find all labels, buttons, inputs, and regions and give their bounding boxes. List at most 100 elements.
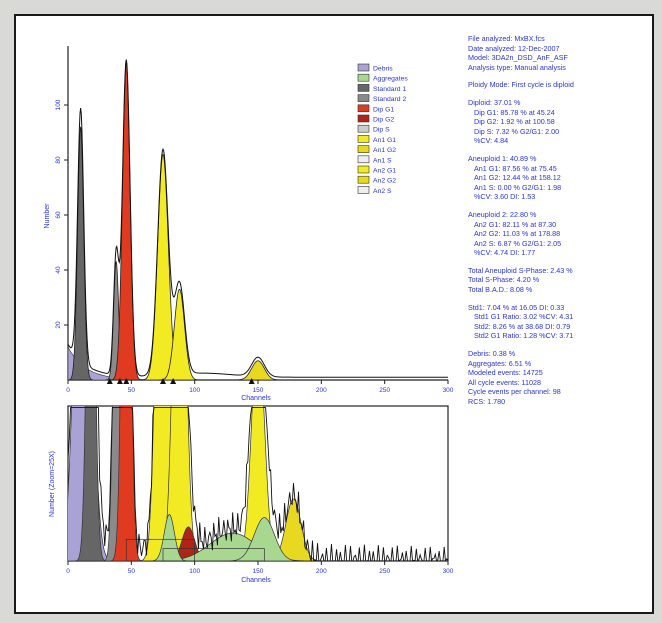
histogram-panel: 20 40 60 80 100 0 50 100 150 200 250 300 Number Ch… <box>44 46 454 584</box>
legend-label: An2 G1 <box>373 168 396 175</box>
zoom-peak-area <box>110 406 142 561</box>
x-tick-label: 250 <box>379 568 390 575</box>
stats-header: File analyzed: MxBX.fcs Date analyzed: 12… <box>468 34 653 72</box>
top-x-axis-label: Channels <box>241 395 271 402</box>
y-tick-label: 60 <box>55 211 62 219</box>
x-tick-label: 50 <box>128 387 136 394</box>
legend-label: Debris <box>373 66 393 73</box>
x-tick-label: 150 <box>253 387 264 394</box>
analysis-stats: File analyzed: MxBX.fcs Date analyzed: 12… <box>468 34 653 415</box>
stats-line: RCS: 1.780 <box>468 397 506 406</box>
stats-diploid: Diploid: 37.01 % Dip G1: 85.78 % at 45.24… <box>468 98 653 146</box>
stats-line: Std2: 8.26 % at 38.68 DI: 0.79 <box>474 321 571 331</box>
y-tick-label: 100 <box>55 99 62 110</box>
bottom-x-axis-label: Channels <box>241 577 271 584</box>
x-tick-label: 0 <box>66 387 70 394</box>
raw-data-curve <box>68 407 448 561</box>
legend-swatch <box>357 145 370 153</box>
stats-line: Aneuploid 1: 40.89 % <box>468 153 537 163</box>
x-tick-label: 50 <box>128 568 136 575</box>
legend-swatch <box>357 135 370 143</box>
legend-label: Standard 2 <box>373 96 406 103</box>
legend-swatch <box>357 73 370 82</box>
stats-line: Modeled events: 14725 <box>468 368 543 378</box>
legend-swatch <box>357 186 370 194</box>
peak-marker <box>160 378 166 384</box>
stats-line: An2 S: 6.87 % G2/G1: 2.05 <box>474 238 562 248</box>
stats-summary: Debris: 0.38 % Aggregates: 6.51 % Modeled … <box>468 349 653 407</box>
legend-label: Dip G2 <box>373 117 394 124</box>
peak-area <box>68 126 93 380</box>
peak-area <box>158 288 201 380</box>
peak-area <box>232 360 284 380</box>
x-tick-label: 150 <box>253 568 264 575</box>
peak-marker <box>116 378 123 384</box>
x-tick-label: 0 <box>66 568 70 575</box>
zoom-peak-area <box>75 406 107 561</box>
peak-marker <box>248 378 255 384</box>
legend-label: An1 G2 <box>373 147 396 154</box>
stats-line: Total B.A.D.: 8.08 % <box>468 285 533 295</box>
stats-line: An1 G2: 12.44 % at 158.12 <box>474 173 561 183</box>
stats-line: Dip G1: 85.78 % at 45.24 <box>474 107 555 117</box>
stats-aneuploid-2: Aneuploid 2: 22.80 % An2 G1: 82.11 % at 8… <box>468 210 653 258</box>
x-tick-label: 100 <box>189 568 200 575</box>
x-tick-label: 100 <box>189 387 200 394</box>
stats-line: Debris: 0.38 % <box>468 349 516 359</box>
legend-label: An1 G1 <box>373 137 396 144</box>
stats-aneuploid-1: Aneuploid 1: 40.89 % An1 G1: 87.56 % at 7… <box>468 154 653 202</box>
x-tick-label: 200 <box>316 387 327 394</box>
report-frame: 20 40 60 80 100 0 50 100 150 200 250 300 Number Ch… <box>14 14 654 614</box>
legend-swatch <box>357 175 370 184</box>
stats-line: %CV: 4.84 <box>474 136 509 146</box>
top-y-axis-label: Number <box>44 203 51 229</box>
top-plot: 20 40 60 80 100 0 50 100 150 200 250 300 Number Ch… <box>44 46 454 402</box>
legend-label: Standard 1 <box>373 86 406 93</box>
stats-line: Dip G2: 1.92 % at 100.58 <box>474 117 555 127</box>
peak-marker <box>170 378 177 384</box>
stats-line: An2 G1: 82.11 % at 87.30 <box>474 219 557 229</box>
legend: Debris Aggregates Standard 1 Standard 2 Dip … <box>357 63 408 195</box>
legend-swatch <box>357 94 370 102</box>
x-tick-label: 200 <box>316 568 327 575</box>
stats-s-phase: Total Aneuploid S-Phase: 2.43 % Total S-P… <box>468 266 653 295</box>
bottom-y-axis-label: Number (Zoom=25X) <box>49 451 56 517</box>
y-tick-label: 20 <box>55 321 62 329</box>
s-phase-box <box>162 548 265 561</box>
peak-marker <box>123 378 130 384</box>
x-tick-label: 300 <box>443 568 454 575</box>
x-tick-label: 250 <box>379 387 390 394</box>
legend-swatch <box>357 124 370 133</box>
stats-line: Dip S: 7.32 % G2/G1: 2.00 <box>474 126 560 136</box>
legend-swatch <box>357 165 370 174</box>
stats-line: Ploidy Mode: First cycle is diploid <box>468 80 574 90</box>
stats-line: An1 S: 0.00 % G2/G1: 1.98 <box>474 182 562 192</box>
legend-swatch <box>357 114 370 123</box>
stats-line: Diploid: 37.01 % <box>468 97 521 107</box>
stats-line: File analyzed: MxBX.fcs <box>468 34 545 43</box>
stats-line: An2 G2: 11.03 % at 178.88 <box>474 229 561 239</box>
y-tick-label: 80 <box>55 156 62 164</box>
stats-line: Date analyzed: 12-Dec-2007 <box>468 43 560 53</box>
bottom-plot: 0 50 100 150 200 250 300 Number (Zoom=25X) Cha… <box>49 405 454 584</box>
fit-curve <box>68 59 448 378</box>
stats-line: Cycle events per channel: 98 <box>468 387 561 397</box>
stats-line: Std1 G1 Ratio: 3.02 %CV: 4.31 <box>474 312 574 322</box>
stats-line: Std1: 7.04 % at 16.05 DI: 0.33 <box>468 302 565 312</box>
y-tick-label: 40 <box>55 266 62 274</box>
stats-line: Analysis type: Manual analysis <box>468 62 566 72</box>
legend-swatch <box>357 63 370 72</box>
legend-swatch <box>357 84 370 92</box>
zoom-peak-area <box>223 517 305 561</box>
stats-ploidy: Ploidy Mode: First cycle is diploid <box>468 80 653 90</box>
peak-marker <box>106 378 113 384</box>
legend-label: Dip G1 <box>373 106 394 113</box>
legend-label: An2 G2 <box>373 178 396 185</box>
stats-line: An1 G1: 87.56 % at 75.45 <box>474 163 557 173</box>
stats-line: %CV: 4.74 DI: 1.77 <box>474 248 536 258</box>
legend-label: An1 S <box>373 157 392 164</box>
legend-swatch <box>357 104 370 113</box>
stats-line: Aneuploid 2: 22.80 % <box>468 209 537 219</box>
stats-line: Model: 3DA2n_DSD_AnF_ASF <box>468 53 568 63</box>
stats-line: Std2 G1 Ratio: 1.28 %CV: 3.71 <box>474 331 574 341</box>
